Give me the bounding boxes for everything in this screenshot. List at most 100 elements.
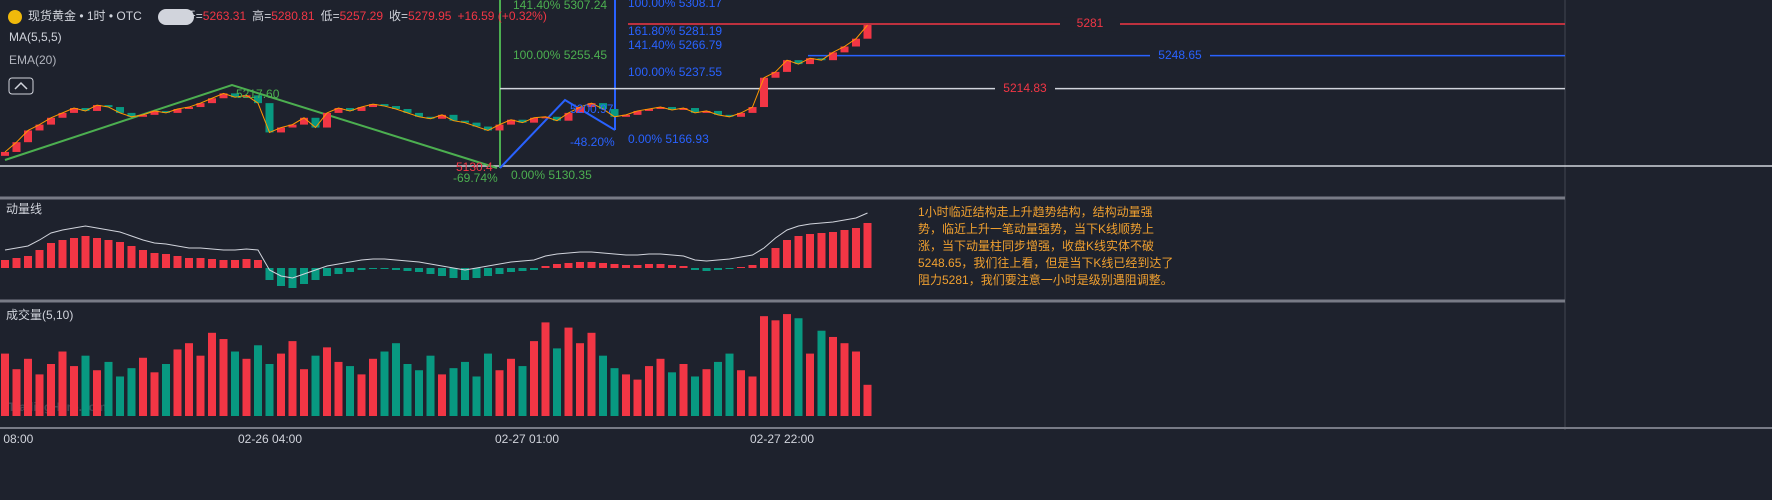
candle xyxy=(863,25,872,39)
volume-bar xyxy=(817,330,826,416)
volume-bar xyxy=(622,374,630,416)
candle xyxy=(576,107,584,113)
candle xyxy=(564,112,573,121)
volume-bar xyxy=(150,372,159,416)
volume-bar xyxy=(553,348,561,416)
candle xyxy=(553,116,561,121)
candle xyxy=(150,110,159,115)
volume-bar xyxy=(806,353,814,416)
volume-bar xyxy=(702,369,711,416)
momentum-bar xyxy=(415,268,423,272)
volume-bar xyxy=(403,364,412,416)
fib-label: 141.40% 5307.24 xyxy=(513,0,607,12)
momentum-bar xyxy=(12,258,21,268)
momentum-bar xyxy=(783,240,791,268)
momentum-bar xyxy=(346,268,354,272)
collapse-button[interactable] xyxy=(8,77,34,95)
candle xyxy=(334,108,343,113)
volume-bar xyxy=(208,332,216,416)
momentum-bar xyxy=(277,268,285,286)
fib-label: 100.00% 5308.17 xyxy=(628,0,722,10)
momentum-bar xyxy=(300,268,308,284)
candle xyxy=(380,104,389,107)
close-value: 5279.95 xyxy=(408,9,452,23)
annotation-line: 势，临近上升一笔动量强势，当下K线顺势上 xyxy=(918,221,1154,236)
close-line xyxy=(4,24,868,153)
momentum-bar xyxy=(461,268,469,280)
panel-label: 动量线 xyxy=(6,202,42,216)
time-label: 02-27 22:00 xyxy=(750,432,814,446)
price-label-bg xyxy=(1150,48,1210,63)
candle xyxy=(162,110,170,113)
time-label: 02-26 04:00 xyxy=(238,432,302,446)
candle xyxy=(403,108,412,113)
toggle[interactable] xyxy=(158,9,194,25)
volume-bar xyxy=(530,341,538,416)
momentum-bar xyxy=(656,264,665,268)
momentum-bar xyxy=(599,263,607,268)
volume-bar xyxy=(507,358,515,416)
candle xyxy=(449,114,458,121)
volume-bar xyxy=(357,374,366,416)
volume-bar xyxy=(219,339,228,416)
volume-bar xyxy=(35,374,44,416)
candle xyxy=(104,105,113,108)
candle xyxy=(323,112,331,128)
volume-bar xyxy=(93,370,101,416)
volume-bar xyxy=(288,341,297,416)
volume-bar xyxy=(495,370,504,416)
volume-bar xyxy=(127,368,136,416)
momentum-bar xyxy=(668,265,676,268)
annotation-line: 阻力5281，我们要注意一小时是级别遇阻调整。 xyxy=(918,272,1173,287)
annotation-line: 1小时临近结构走上升趋势结构，结构动量强 xyxy=(918,204,1153,219)
momentum-bar xyxy=(242,259,251,268)
volume-bar xyxy=(461,361,469,416)
fib-label: 100.00% 5255.45 xyxy=(513,48,607,62)
momentum-bar xyxy=(150,253,159,268)
candle xyxy=(24,130,32,143)
high-value: 5280.81 xyxy=(271,9,315,23)
fib-label: 5200.97 xyxy=(570,102,614,116)
volume-bar xyxy=(47,364,55,416)
volume-bar xyxy=(771,320,780,416)
volume-bar xyxy=(840,343,849,416)
candle xyxy=(725,114,734,117)
momentum-bar xyxy=(139,250,147,268)
candle xyxy=(47,117,55,125)
candle xyxy=(369,104,377,108)
candle xyxy=(737,112,745,117)
momentum-bar xyxy=(553,264,561,268)
momentum-bar xyxy=(196,258,205,268)
volume-bar xyxy=(725,353,734,416)
zigzag xyxy=(4,83,498,169)
momentum-bar xyxy=(35,250,44,268)
candle xyxy=(495,124,504,131)
momentum-bar xyxy=(840,230,849,268)
momentum-bar xyxy=(116,242,124,268)
volume-bar xyxy=(58,351,67,416)
volume-bar xyxy=(242,358,251,416)
candle xyxy=(196,103,205,108)
momentum-bar xyxy=(679,266,688,268)
volume-bar xyxy=(185,343,193,416)
momentum-bar xyxy=(507,268,515,272)
momentum-bar xyxy=(208,259,216,268)
volume-bar xyxy=(449,368,458,416)
momentum-bar xyxy=(610,264,619,268)
momentum-bar xyxy=(265,268,274,280)
momentum-bar xyxy=(541,266,550,268)
momentum-bar xyxy=(334,268,343,274)
momentum-bar xyxy=(219,260,228,268)
volume-bar xyxy=(311,355,320,416)
candle xyxy=(116,107,124,113)
momentum-bar xyxy=(863,223,872,268)
low-label: 低 xyxy=(321,9,333,23)
fib-label: 5217.60 xyxy=(236,87,280,101)
volume-bar xyxy=(162,364,170,416)
fib-label: 0.00% 5130.35 xyxy=(511,168,592,182)
momentum-bar xyxy=(403,268,412,271)
open-label: 开 xyxy=(184,9,196,23)
volume-bar xyxy=(656,358,665,416)
momentum-bar xyxy=(1,260,9,268)
